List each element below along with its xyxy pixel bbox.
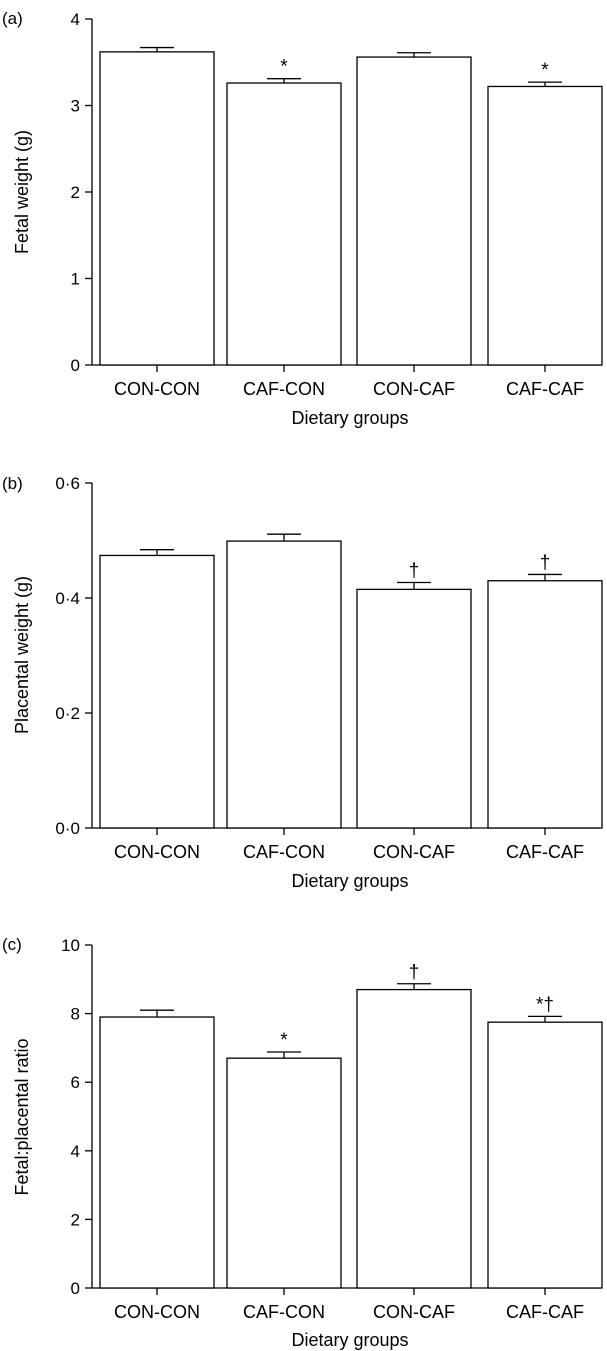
bar <box>226 540 342 829</box>
bar <box>99 1016 215 1289</box>
significance-label: † <box>409 560 420 581</box>
y-tick-label: 0 <box>71 356 80 375</box>
x-tick-label: CON-CAF <box>373 842 455 862</box>
y-tick-label: 1 <box>71 270 80 289</box>
y-tick-label: 0·4 <box>55 589 80 608</box>
x-tick-label: CAF-CAF <box>506 1302 584 1322</box>
bar <box>487 85 603 366</box>
y-tick-label: 0·2 <box>55 704 80 723</box>
significance-label: † <box>409 962 420 983</box>
panel-label: (b) <box>2 474 23 493</box>
plot-area: 0 2 4 6 8 10 CON-CON CAF-CON * CON-CAF † CAF-CAF *† <box>61 936 603 1322</box>
y-axis-title: Placental weight (g) <box>12 576 32 734</box>
panel-label: (a) <box>2 9 23 28</box>
y-axis-title: Fetal weight (g) <box>12 130 32 254</box>
x-tick-label: CON-CAF <box>373 1302 455 1322</box>
y-tick-label: 8 <box>71 1005 80 1024</box>
significance-label: *† <box>536 994 554 1015</box>
bar <box>356 588 472 829</box>
y-tick-label: 4 <box>71 10 80 29</box>
x-axis-title: Dietary groups <box>291 408 408 428</box>
x-tick-label: CAF-CAF <box>506 842 584 862</box>
y-tick-label: 2 <box>71 183 80 202</box>
panel-label: (c) <box>2 935 22 954</box>
bar <box>226 1057 342 1289</box>
y-tick-label: 10 <box>61 936 80 955</box>
y-axis-title: Fetal:placental ratio <box>12 1038 32 1195</box>
bar <box>226 82 342 366</box>
plot-area: 0·0 0·2 0·4 0·6 CON-CON CAF-CON CON-CAF † CAF-CA… <box>55 474 603 862</box>
x-tick-label: CON-CAF <box>373 379 455 399</box>
x-axis-title: Dietary groups <box>291 1330 408 1350</box>
x-tick-label: CON-CON <box>114 379 200 399</box>
bar <box>487 1021 603 1289</box>
x-tick-label: CAF-CON <box>243 842 325 862</box>
y-tick-label: 0 <box>71 1279 80 1298</box>
x-tick-label: CAF-CAF <box>506 379 584 399</box>
x-tick-label: CAF-CON <box>243 1302 325 1322</box>
x-tick-label: CON-CON <box>114 1302 200 1322</box>
x-tick-label: CON-CON <box>114 842 200 862</box>
bar <box>356 988 472 1289</box>
y-tick-label: 3 <box>71 97 80 116</box>
x-tick-label: CAF-CON <box>243 379 325 399</box>
bar <box>356 56 472 366</box>
panel-b: (b) Placental weight (g) Dietary groups … <box>2 474 603 891</box>
panel-c: (c) Fetal:placental ratio Dietary groups… <box>2 935 603 1350</box>
y-tick-label: 2 <box>71 1210 80 1229</box>
bar <box>99 51 215 366</box>
bar <box>99 554 215 829</box>
y-tick-label: 0·0 <box>55 819 80 838</box>
y-tick-label: 6 <box>71 1073 80 1092</box>
plot-area: 0 1 2 3 4 CON-CON CAF-CON * CON-CAF CAF-CAF * <box>71 10 603 399</box>
y-tick-label: 4 <box>71 1142 80 1161</box>
significance-label: † <box>540 552 551 573</box>
significance-label: * <box>541 60 549 81</box>
panel-a: (a) Fetal weight (g) Dietary groups 0 1 2 3… <box>2 9 603 428</box>
bar <box>487 580 603 829</box>
significance-label: * <box>280 57 288 78</box>
x-axis-title: Dietary groups <box>291 871 408 891</box>
significance-label: * <box>280 1030 288 1051</box>
y-tick-label: 0·6 <box>55 474 80 493</box>
